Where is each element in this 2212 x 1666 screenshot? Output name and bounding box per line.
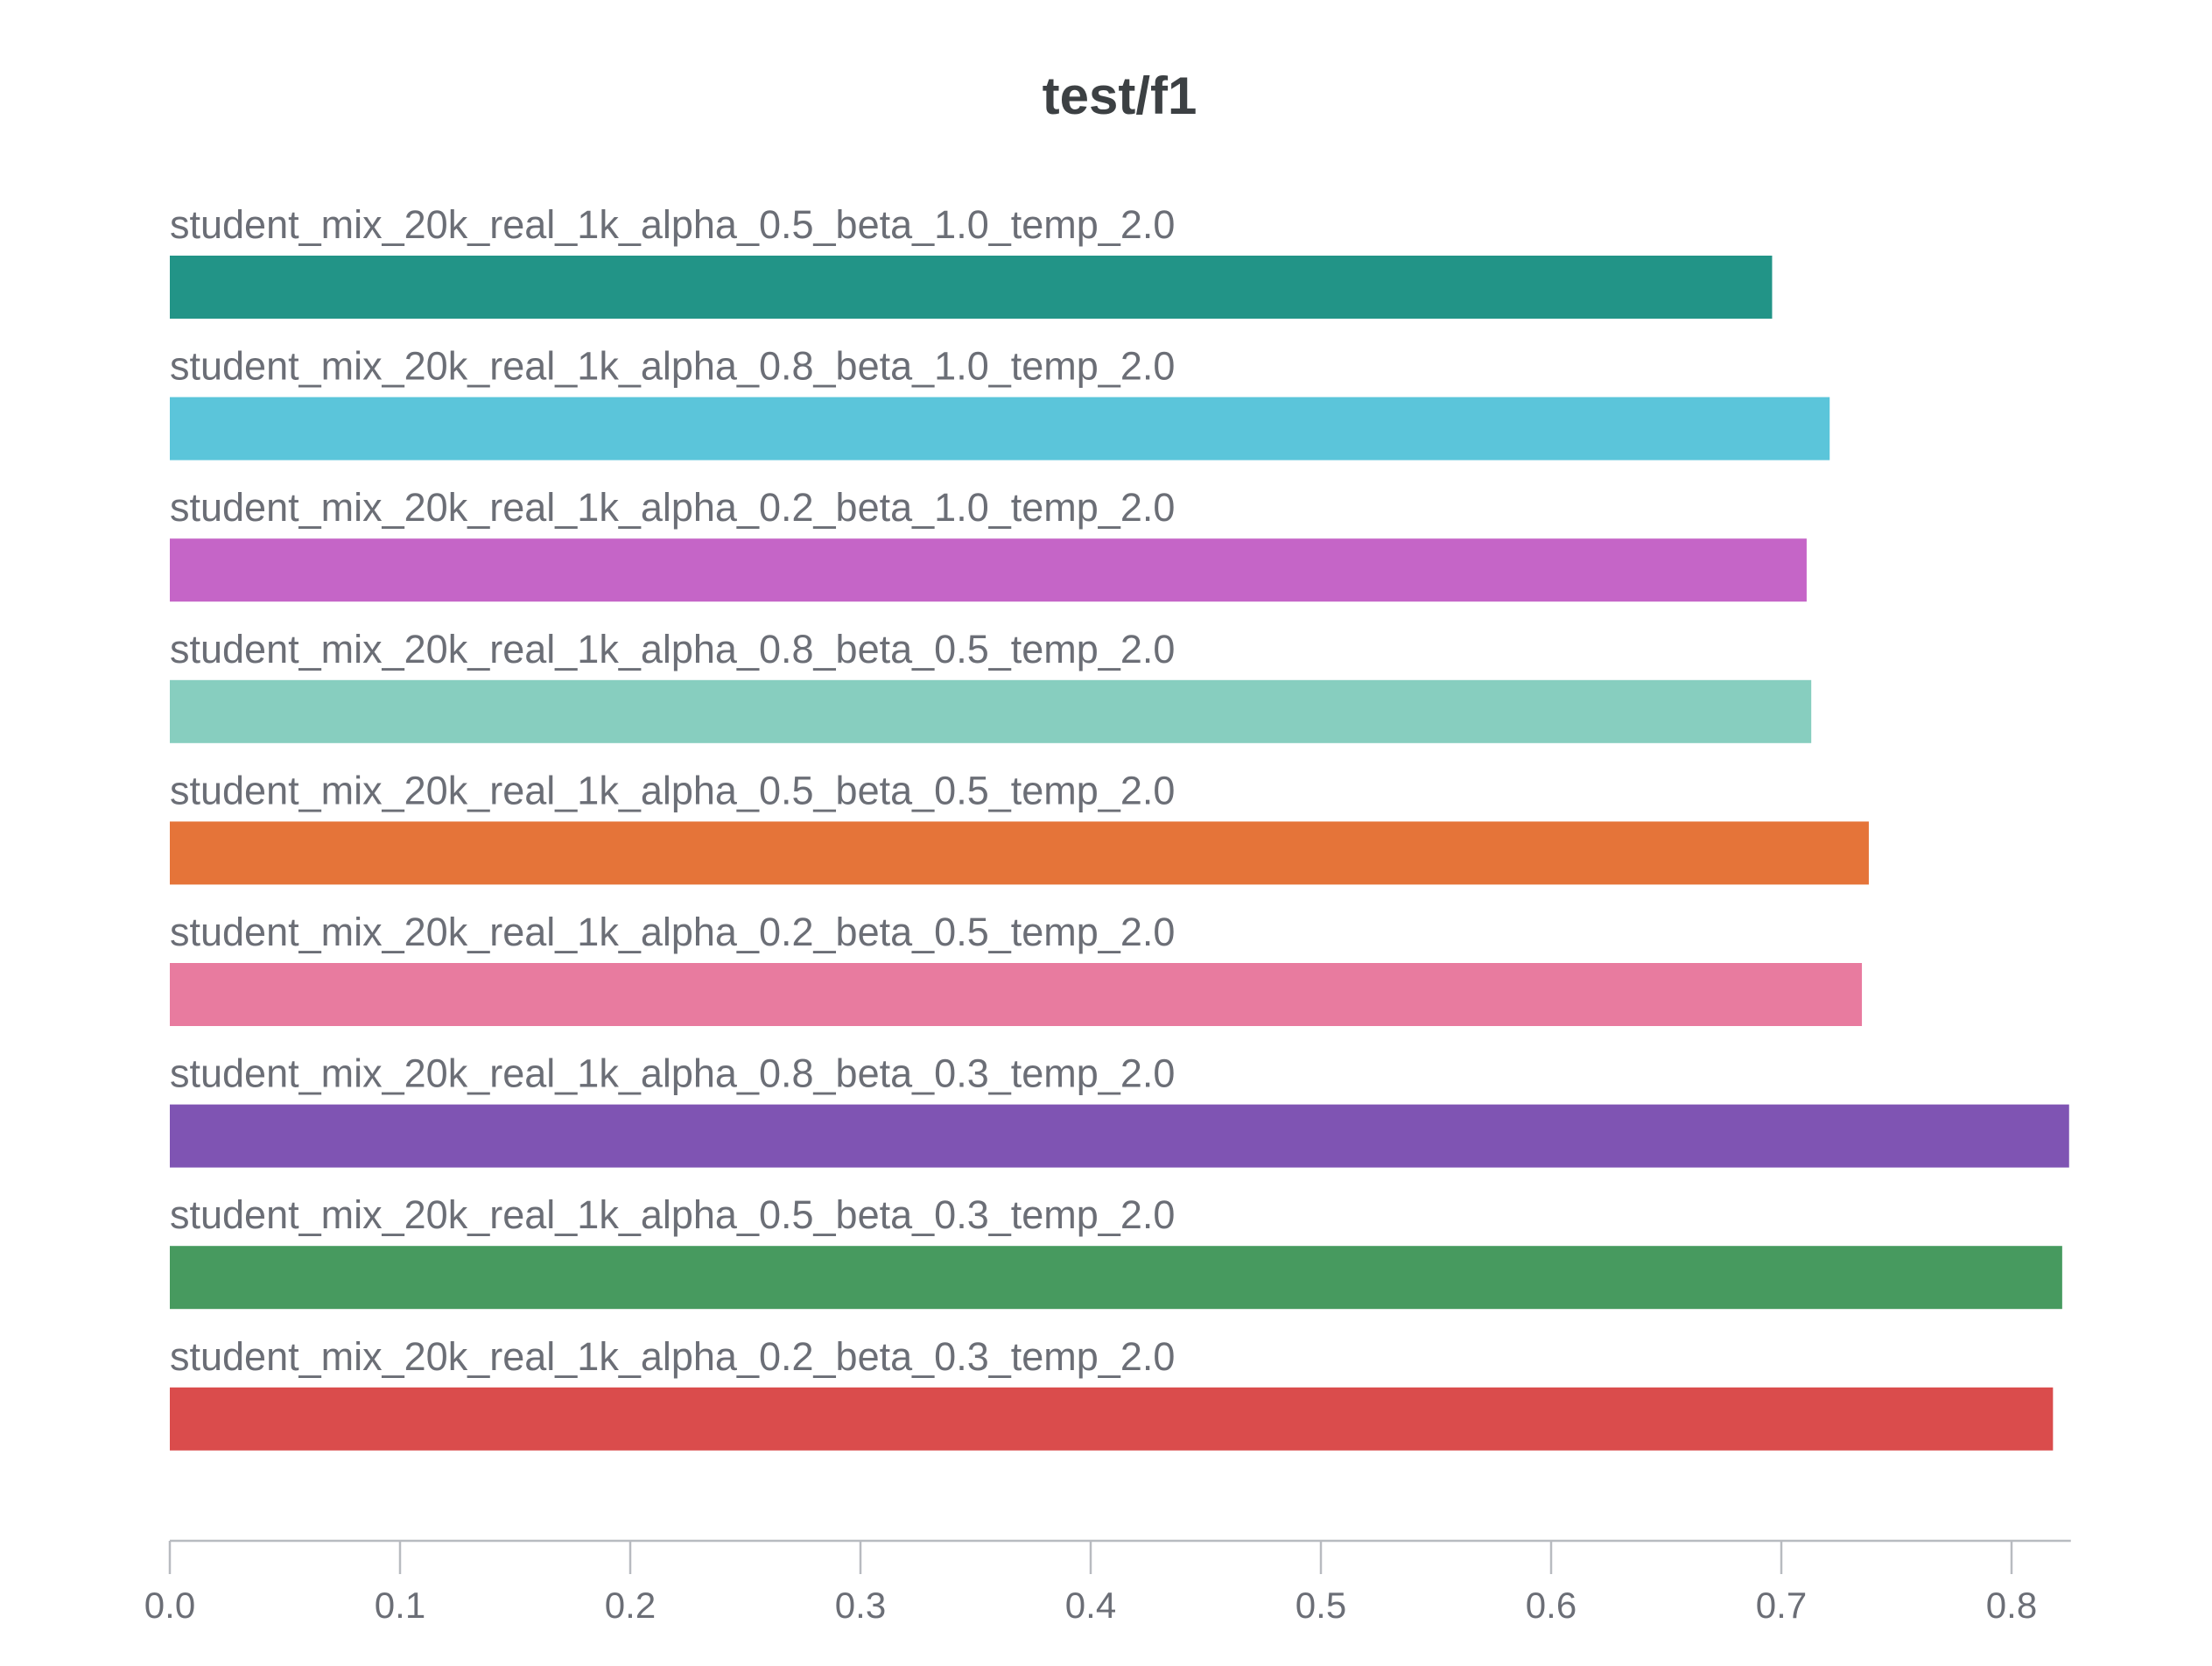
bar-label: student_mix_20k_real_1k_alpha_0.2_beta_0… bbox=[170, 1334, 1175, 1379]
bar[interactable] bbox=[170, 1246, 2062, 1310]
x-tick-label: 0.2 bbox=[605, 1585, 656, 1626]
bars-layer: student_mix_20k_real_1k_alpha_0.5_beta_1… bbox=[170, 202, 2069, 1451]
bar-label: student_mix_20k_real_1k_alpha_0.5_beta_1… bbox=[170, 202, 1175, 247]
x-tick-label: 0.0 bbox=[144, 1585, 195, 1626]
x-tick-label: 0.7 bbox=[1756, 1585, 1807, 1626]
bar[interactable] bbox=[170, 821, 1869, 885]
bar-label: student_mix_20k_real_1k_alpha_0.8_beta_0… bbox=[170, 627, 1175, 671]
bar-label: student_mix_20k_real_1k_alpha_0.5_beta_0… bbox=[170, 1192, 1175, 1237]
bar-label: student_mix_20k_real_1k_alpha_0.2_beta_1… bbox=[170, 485, 1175, 530]
bar-label: student_mix_20k_real_1k_alpha_0.2_beta_0… bbox=[170, 910, 1175, 954]
x-tick-label: 0.6 bbox=[1526, 1585, 1576, 1626]
x-tick-label: 0.3 bbox=[835, 1585, 886, 1626]
bar-label: student_mix_20k_real_1k_alpha_0.8_beta_1… bbox=[170, 344, 1175, 389]
bar-label: student_mix_20k_real_1k_alpha_0.5_beta_0… bbox=[170, 768, 1175, 812]
bar[interactable] bbox=[170, 1104, 2069, 1168]
x-tick-label: 0.1 bbox=[375, 1585, 425, 1626]
bar[interactable] bbox=[170, 256, 1773, 319]
x-axis: 0.0 0.1 0.2 0.3 0.4 0.5 0.6 0.7 0.8 bbox=[144, 1539, 2071, 1626]
bar[interactable] bbox=[170, 963, 1863, 1026]
x-tick-label: 0.8 bbox=[1986, 1585, 2037, 1626]
bar[interactable] bbox=[170, 397, 1830, 460]
x-tick-label: 0.5 bbox=[1296, 1585, 1346, 1626]
bar-label: student_mix_20k_real_1k_alpha_0.8_beta_0… bbox=[170, 1051, 1175, 1096]
x-tick-label: 0.4 bbox=[1065, 1585, 1116, 1626]
bar[interactable] bbox=[170, 538, 1807, 602]
chart-title: test/f1 bbox=[1043, 67, 1197, 125]
bar[interactable] bbox=[170, 679, 1812, 743]
bar[interactable] bbox=[170, 1387, 2054, 1451]
